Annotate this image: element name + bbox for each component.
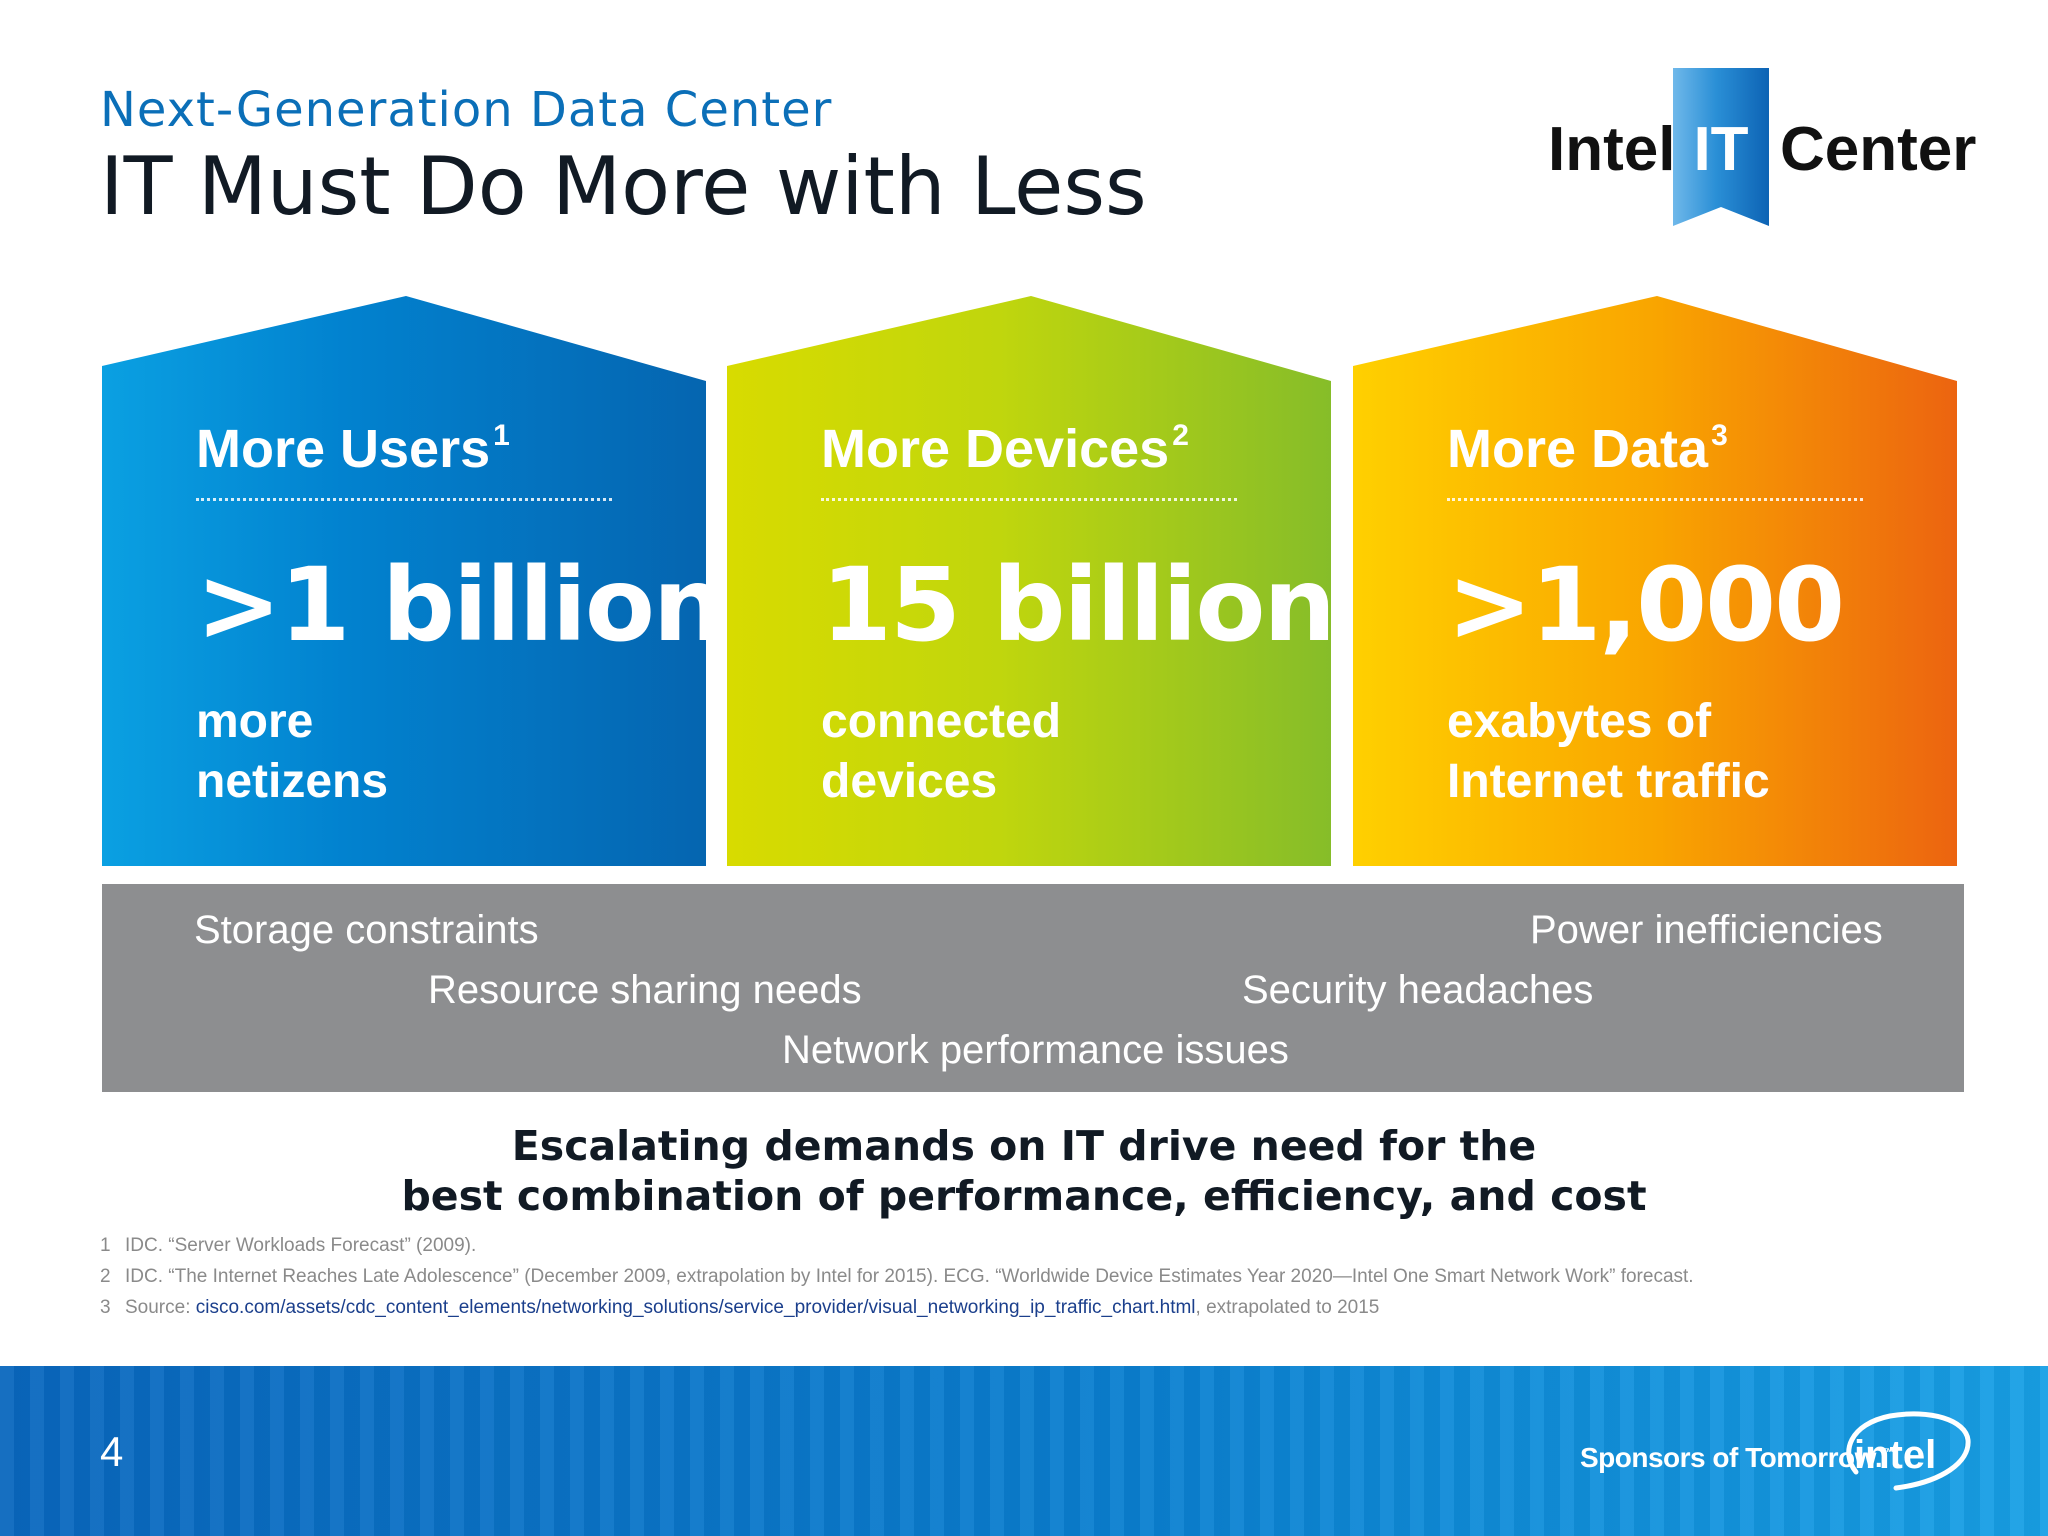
house-label-text: More Users — [196, 419, 491, 479]
footnote-number: 2 — [100, 1266, 111, 1287]
footnote-prefix: Source: — [125, 1297, 196, 1318]
house-label-text: More Devices — [821, 419, 1170, 479]
slide-title: IT Must Do More with Less — [100, 140, 1147, 233]
dotted-divider — [1447, 498, 1863, 501]
footnotes: 1 IDC. “Server Workloads Forecast” (2009… — [100, 1236, 1930, 1329]
footnote-number: 1 — [100, 1235, 111, 1256]
dotted-divider — [196, 498, 612, 501]
sponsors-of-tomorrow-slogan: Sponsors of Tomorrow.™ — [1580, 1442, 1894, 1474]
house-description-line: more — [196, 695, 314, 748]
house-label-text: More Data — [1447, 419, 1709, 479]
cisco-source-link[interactable]: cisco.com/assets/cdc_content_elements/ne… — [195, 1297, 1196, 1318]
footnote-ref: 3 — [1711, 419, 1728, 452]
logo-word-intel: Intel — [1548, 115, 1676, 184]
intel-brand-text: intel — [1854, 1433, 1936, 1477]
house-description: exabytes of Internet traffic — [1447, 692, 1770, 812]
page-number: 4 — [100, 1428, 124, 1475]
house-description-line: connected — [821, 695, 1062, 748]
footnote-text: IDC. “The Internet Reaches Late Adolesce… — [125, 1266, 1694, 1287]
logo-word-it: IT — [1693, 115, 1749, 184]
house-description: more netizens — [196, 692, 388, 812]
tagline-line-1: Escalating demands on IT drive need for … — [511, 1122, 1537, 1170]
house-description-line: Internet traffic — [1447, 755, 1770, 808]
footnote-2: 2 IDC. “The Internet Reaches Late Adoles… — [100, 1267, 1930, 1286]
footnote-3: 3 Source: cisco.com/assets/cdc_content_e… — [100, 1298, 1930, 1317]
house-value: >1,000 — [1447, 546, 1845, 665]
house-description-line: netizens — [196, 755, 389, 808]
house-label: More Data 3 — [1447, 418, 1728, 480]
house-more-devices: More Devices 2 15 billion connected devic… — [727, 296, 1331, 866]
house-value: 15 billion — [821, 546, 1335, 665]
tagline-line-2: best combination of performance, efficie… — [401, 1172, 1647, 1220]
house-value: >1 billion — [196, 546, 724, 665]
slide-subtitle: Next-Generation Data Center — [100, 82, 833, 138]
footnote-number: 3 — [100, 1297, 111, 1318]
pain-security-headaches: Security headaches — [1242, 968, 1594, 1012]
house-description: connected devices — [821, 692, 1061, 812]
dotted-divider — [821, 498, 1237, 501]
house-label: More Devices 2 — [821, 418, 1189, 480]
house-description-line: exabytes of — [1447, 695, 1712, 748]
footer-bar: 4 Sponsors of Tomorrow.™ intel — [0, 1366, 2048, 1536]
house-more-data: More Data 3 >1,000 exabytes of Internet t… — [1353, 296, 1957, 866]
footer-stripes — [0, 1366, 2048, 1536]
footnote-suffix: , extrapolated to 2015 — [1195, 1297, 1380, 1318]
slogan-text: Sponsors of Tomorrow. — [1580, 1442, 1883, 1473]
challenges-band: Storage constraints Power inefficiencies… — [102, 884, 1964, 1092]
footnote-text: IDC. “Server Workloads Forecast” (2009). — [125, 1235, 477, 1256]
logo-it-ribbon: IT — [1673, 68, 1769, 226]
house-label: More Users 1 — [196, 418, 510, 480]
footnote-1: 1 IDC. “Server Workloads Forecast” (2009… — [100, 1236, 1930, 1255]
house-more-users: More Users 1 >1 billion more netizens — [102, 296, 706, 866]
intel-logo-icon: intel — [1846, 1411, 1971, 1491]
house-description-line: devices — [821, 755, 998, 808]
logo-word-center: Center — [1780, 115, 1977, 184]
pain-resource-sharing: Resource sharing needs — [428, 968, 862, 1012]
pain-network-performance: Network performance issues — [782, 1028, 1289, 1072]
trademark-mark: ™ — [1882, 1445, 1894, 1460]
footnote-ref: 2 — [1172, 419, 1189, 452]
footnote-ref: 1 — [493, 419, 510, 452]
pain-power-inefficiencies: Power inefficiencies — [1530, 908, 1883, 952]
intel-it-center-logo: Intel IT Center — [1548, 68, 1976, 228]
pain-storage-constraints: Storage constraints — [194, 908, 539, 952]
